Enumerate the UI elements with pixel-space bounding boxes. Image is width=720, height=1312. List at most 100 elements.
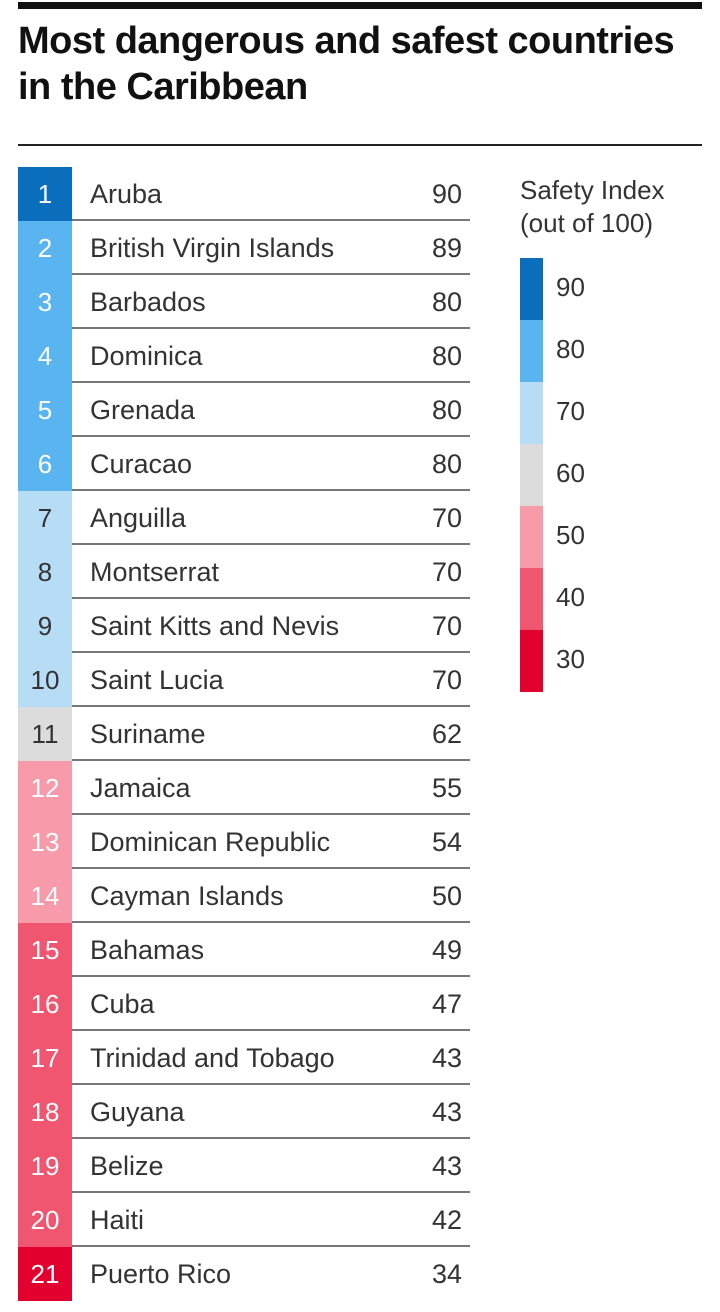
country-name: Belize (90, 1151, 164, 1181)
country-name: British Virgin Islands (90, 233, 335, 263)
safety-index-value: 89 (431, 233, 462, 263)
table-row: 6 Curacao 80 (18, 437, 470, 491)
table-row: 14 Cayman Islands 50 (18, 869, 470, 923)
table-row: 9 Saint Kitts and Nevis 70 (18, 599, 470, 653)
rank-cell: 14 (18, 869, 72, 923)
safety-index-value: 55 (431, 773, 462, 803)
country-name: Grenada (90, 395, 196, 425)
country-name: Puerto Rico (90, 1259, 232, 1289)
table-row: 16 Cuba 47 (18, 977, 470, 1031)
table-row: 4 Dominica 80 (18, 329, 470, 383)
table-row: 11 Suriname 62 (18, 707, 470, 761)
legend-swatch (520, 258, 543, 320)
table-row: 12 Jamaica 55 (18, 761, 470, 815)
rank-cell: 3 (18, 275, 72, 329)
legend-tick-label: 30 (556, 644, 585, 674)
ranking-table: 1 Aruba 90 2 British Virgin Islands 89 3 Barbad… (18, 167, 470, 1301)
safety-index-value: 70 (431, 503, 462, 533)
rank-cell: 9 (18, 599, 72, 653)
safety-index-value: 80 (431, 449, 462, 479)
table-row: 8 Montserrat 70 (18, 545, 470, 599)
title-divider (18, 144, 702, 146)
country-name: Bahamas (90, 935, 205, 965)
safety-index-value: 80 (431, 341, 462, 371)
safety-index-value: 80 (431, 395, 462, 425)
safety-index-value: 43 (431, 1097, 462, 1127)
country-name: Jamaica (90, 773, 191, 803)
rank-cell: 1 (18, 167, 72, 221)
table-row: 18 Guyana 43 (18, 1085, 470, 1139)
table-row: 3 Barbados 80 (18, 275, 470, 329)
legend-swatch (520, 506, 543, 568)
safety-index-value: 70 (431, 665, 462, 695)
legend-tick-label: 40 (556, 582, 585, 612)
top-rule (18, 2, 702, 9)
safety-index-value: 47 (431, 989, 462, 1019)
safety-index-value: 34 (431, 1259, 462, 1289)
country-name: Cuba (90, 989, 155, 1019)
rank-cell: 4 (18, 329, 72, 383)
table-row: 2 British Virgin Islands 89 (18, 221, 470, 275)
chart-title: Most dangerous and safest countries in t… (18, 20, 675, 108)
country-name: Trinidad and Tobago (90, 1043, 335, 1073)
legend-tick-label: 60 (556, 458, 585, 488)
country-name: Cayman Islands (90, 881, 284, 911)
legend-swatch (520, 630, 543, 692)
safety-index-value: 54 (431, 827, 462, 857)
legend-tick-label: 90 (556, 272, 585, 302)
legend-tick-label: 50 (556, 520, 585, 550)
safety-index-value: 42 (431, 1205, 462, 1235)
table-row: 17 Trinidad and Tobago 43 (18, 1031, 470, 1085)
rank-cell: 20 (18, 1193, 72, 1247)
country-name: Aruba (90, 179, 163, 209)
legend-tick-label: 70 (556, 396, 585, 426)
country-name: Saint Kitts and Nevis (90, 611, 340, 641)
table-row: 15 Bahamas 49 (18, 923, 470, 977)
rank-cell: 17 (18, 1031, 72, 1085)
rank-cell: 2 (18, 221, 72, 275)
rank-cell: 19 (18, 1139, 72, 1193)
table-row: 7 Anguilla 70 (18, 491, 470, 545)
rank-cell: 16 (18, 977, 72, 1031)
country-name: Haiti (90, 1205, 145, 1235)
country-name: Saint Lucia (90, 665, 224, 695)
country-name: Anguilla (90, 503, 187, 533)
country-name: Guyana (90, 1097, 185, 1127)
rank-cell: 5 (18, 383, 72, 437)
safety-index-value: 80 (431, 287, 462, 317)
rank-cell: 8 (18, 545, 72, 599)
rank-cell: 13 (18, 815, 72, 869)
table-row: 19 Belize 43 (18, 1139, 470, 1193)
rank-cell: 7 (18, 491, 72, 545)
country-name: Suriname (90, 719, 206, 749)
legend-tick-label: 80 (556, 334, 585, 364)
safety-index-value: 90 (431, 179, 462, 209)
legend-swatch (520, 382, 543, 444)
country-name: Curacao (90, 449, 193, 479)
table-row: 21 Puerto Rico 34 (18, 1247, 470, 1301)
safety-index-value: 70 (431, 611, 462, 641)
rank-cell: 21 (18, 1247, 72, 1301)
rank-cell: 6 (18, 437, 72, 491)
safety-index-value: 70 (431, 557, 462, 587)
country-name: Barbados (90, 287, 206, 317)
rank-cell: 18 (18, 1085, 72, 1139)
country-name: Dominican Republic (90, 827, 331, 857)
table-row: 13 Dominican Republic 54 (18, 815, 470, 869)
legend-swatch (520, 320, 543, 382)
legend: Safety Index (out of 100) 90 80 70 60 50 40 30 (520, 174, 710, 692)
table-row: 5 Grenada 80 (18, 383, 470, 437)
country-name: Montserrat (90, 557, 220, 587)
safety-index-value: 49 (431, 935, 462, 965)
table-row: 20 Haiti 42 (18, 1193, 470, 1247)
table-row: 1 Aruba 90 (18, 167, 470, 221)
rank-cell: 12 (18, 761, 72, 815)
safety-index-value: 62 (431, 719, 462, 749)
rank-cell: 10 (18, 653, 72, 707)
safety-index-value: 43 (431, 1043, 462, 1073)
safety-index-value: 50 (431, 881, 462, 911)
rank-cell: 11 (18, 707, 72, 761)
table-row: 10 Saint Lucia 70 (18, 653, 470, 707)
rank-cell: 15 (18, 923, 72, 977)
legend-swatch (520, 568, 543, 630)
